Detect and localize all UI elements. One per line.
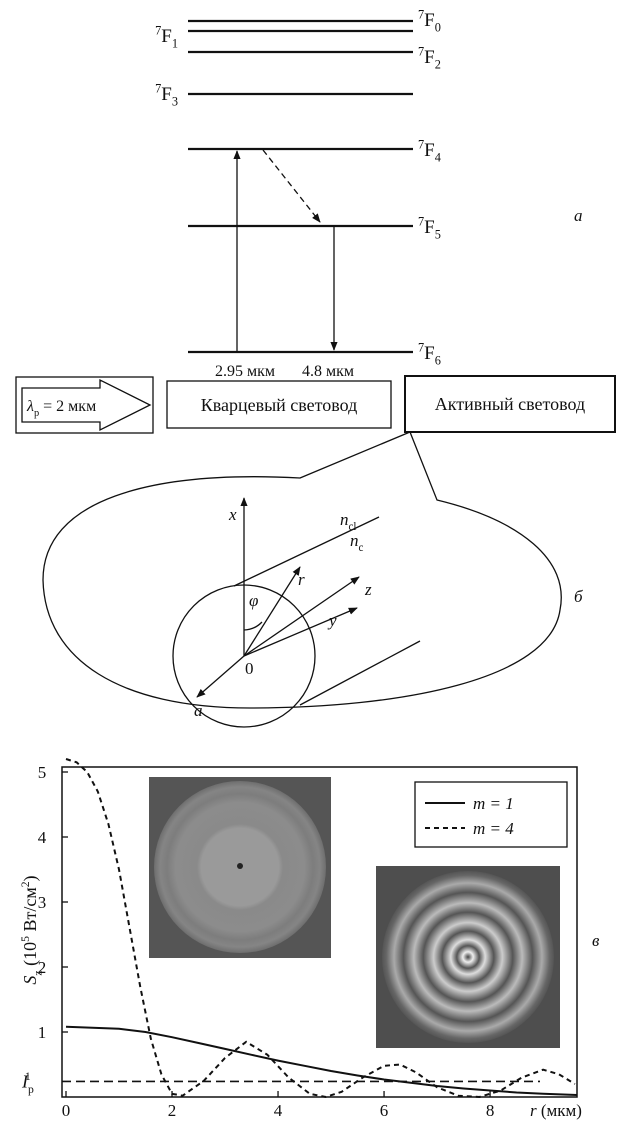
label-part: F — [424, 140, 435, 161]
pump-label: λp = 2 мкм — [26, 398, 96, 419]
label-part: F — [161, 26, 172, 47]
panel-tag: в — [592, 931, 600, 950]
box-label: Активный световод — [435, 394, 585, 414]
level-label: 7F4 — [418, 137, 441, 164]
panel-tag: а — [574, 206, 583, 225]
box-label: Кварцевый световод — [201, 395, 358, 415]
label-part: p — [28, 1083, 34, 1096]
threshold-label: Ip1 — [21, 1070, 34, 1096]
label-part: F — [161, 84, 172, 105]
label-part: F — [424, 10, 435, 31]
label-part: 2 — [435, 58, 441, 72]
legend-label: m = 4 — [473, 819, 514, 838]
label-part: n — [350, 531, 359, 550]
label-part: F — [424, 343, 435, 364]
label-part: n — [340, 510, 349, 529]
label-part: 0 — [435, 21, 441, 35]
index-label: ncl — [340, 510, 356, 533]
y-tick-label: 4 — [38, 828, 47, 847]
axis-label: r — [298, 570, 305, 589]
x-tick-label: 8 — [486, 1101, 495, 1120]
label-part: 6 — [435, 354, 441, 368]
figure: 7F0 7F1 7F2 7F3 7F4 7F5 7F6 2.95 мкм 4.8 мкм а λp … — [0, 0, 624, 1122]
label-part: (мкм) — [537, 1101, 582, 1120]
x-tick-label: 6 — [380, 1101, 389, 1120]
label-part: 1 — [172, 37, 178, 51]
y-tick-label: 5 — [38, 763, 47, 782]
label-part: (10 — [20, 942, 41, 971]
axis-label: x — [228, 505, 237, 524]
pump-wavelength: 2.95 мкм — [215, 363, 275, 380]
x-tick-label: 2 — [168, 1101, 177, 1120]
axis-label: z — [364, 580, 372, 599]
panel-tag: б — [574, 587, 583, 606]
x-axis-label: r (мкм) — [530, 1101, 582, 1120]
label-part: F — [424, 47, 435, 68]
legend-label: m = 1 — [473, 794, 514, 813]
label-part: 3 — [172, 95, 178, 109]
label-part: 1 — [25, 1070, 31, 1083]
label-part: Вт/см — [20, 887, 40, 936]
label-part: = 2 мкм — [39, 398, 96, 415]
label-part: 5 — [435, 228, 441, 242]
level-label: 7F3 — [155, 81, 178, 108]
label-part: c — [359, 542, 364, 554]
label-part: 4 — [435, 151, 441, 165]
label-part: F — [424, 217, 435, 238]
axis-label: a — [194, 701, 203, 720]
label-part: ) — [20, 875, 41, 881]
axis-label: y — [327, 611, 337, 630]
y-tick-label: 1 — [38, 1023, 47, 1042]
axis-label: 0 — [245, 659, 254, 678]
x-tick-label: 4 — [274, 1101, 283, 1120]
fiber-diagram — [16, 376, 615, 727]
axis-label: φ — [249, 591, 258, 610]
level-label: 7F0 — [418, 7, 441, 34]
level-label: 7F1 — [155, 23, 178, 50]
label-part: S — [20, 976, 40, 985]
level-label: 7F6 — [418, 340, 441, 367]
level-label: 7F5 — [418, 214, 441, 241]
emission-wavelength: 4.8 мкм — [302, 363, 354, 380]
level-label: 7F2 — [418, 44, 441, 71]
label-part: λ — [26, 398, 34, 415]
x-tick-label: 0 — [62, 1101, 71, 1120]
energy-levels — [188, 21, 413, 352]
index-label: nc — [350, 531, 364, 554]
